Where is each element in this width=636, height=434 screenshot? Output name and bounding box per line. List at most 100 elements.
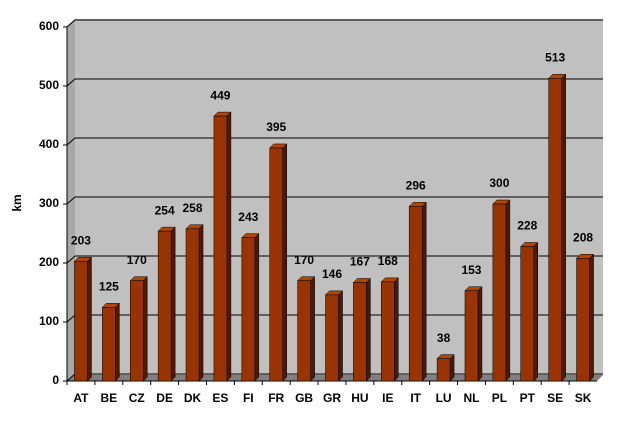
value-label: 208: [573, 230, 593, 244]
bar-face: [213, 115, 228, 382]
x-tick-label: AT: [73, 391, 89, 405]
value-label: 449: [210, 88, 230, 102]
bar: [520, 241, 539, 382]
x-tick-label: SK: [575, 391, 592, 405]
bar: [380, 277, 399, 382]
bar-side: [338, 290, 343, 382]
bar: [408, 201, 427, 382]
bar-side: [589, 253, 594, 382]
bar-side: [142, 276, 148, 382]
bar-face: [297, 280, 311, 382]
bar-face: [325, 294, 339, 382]
bar-side: [477, 286, 483, 382]
value-label: 170: [294, 253, 314, 267]
bar: [324, 290, 344, 382]
value-label: 254: [155, 203, 175, 217]
value-label: 513: [545, 51, 565, 65]
bar: [575, 253, 595, 382]
bar: [213, 111, 232, 382]
bar-side: [310, 276, 315, 382]
bar-face: [74, 260, 88, 382]
grid-line: [66, 19, 603, 28]
grid-line: [66, 255, 603, 264]
value-label: 146: [322, 267, 342, 281]
value-label: 228: [517, 219, 537, 233]
bar: [73, 256, 93, 382]
bar-side: [561, 73, 566, 382]
value-label: 243: [238, 210, 258, 224]
grid-line: [66, 78, 603, 87]
bar: [297, 276, 316, 382]
y-axis-label: km: [10, 194, 24, 211]
bar-face: [408, 206, 423, 382]
bar-face: [381, 281, 395, 382]
bar-side: [533, 241, 539, 382]
value-label: 170: [127, 253, 147, 267]
bar: [101, 302, 120, 382]
x-tick-label: GR: [323, 391, 341, 405]
bar-face: [492, 203, 507, 382]
bar-face: [185, 228, 200, 382]
bar-side: [505, 199, 511, 382]
bar: [185, 224, 204, 382]
bar-face: [436, 358, 451, 382]
bar-face: [102, 307, 116, 382]
bar-side: [254, 233, 260, 382]
bar-face: [157, 230, 172, 382]
x-tick-label: FI: [243, 391, 254, 405]
value-label: 296: [406, 179, 426, 193]
value-label: 300: [489, 176, 509, 190]
y-tick-label: 600: [39, 19, 59, 33]
x-tick-label: PL: [492, 391, 507, 405]
y-tick-label: 0: [52, 373, 59, 387]
bar: [548, 73, 567, 382]
bar: [269, 143, 288, 382]
value-label: 258: [183, 201, 203, 215]
bar-side: [115, 302, 120, 382]
bar-face: [548, 78, 562, 382]
bar-side: [226, 111, 232, 382]
x-tick-label: HU: [351, 391, 368, 405]
bar-side: [87, 256, 92, 382]
bar: [436, 353, 455, 382]
grid-line: [66, 137, 603, 146]
x-tick-label: BE: [101, 391, 118, 405]
x-tick-label: ES: [212, 391, 228, 405]
y-tick-label: 100: [39, 314, 59, 328]
bar: [129, 276, 148, 382]
y-tick-label: 400: [39, 137, 59, 151]
bar-side: [282, 143, 287, 382]
value-label: 38: [437, 331, 451, 345]
y-tick-label: 300: [39, 196, 59, 210]
bar: [157, 226, 176, 382]
value-label: 395: [266, 120, 286, 134]
bar-side: [421, 201, 427, 382]
x-tick-label: IT: [410, 391, 421, 405]
bar-side: [366, 277, 371, 382]
bar-side: [198, 224, 204, 382]
bar-face: [464, 290, 479, 382]
bar-face: [353, 282, 367, 382]
bar-face: [269, 147, 283, 382]
x-tick-label: DE: [156, 391, 173, 405]
bar: [492, 199, 511, 382]
y-tick-label: 500: [39, 78, 59, 92]
x-tick-label: SE: [547, 391, 563, 405]
value-label: 153: [461, 263, 481, 277]
x-tick-label: FR: [268, 391, 284, 405]
bar-face: [241, 237, 256, 382]
y-tick-label: 200: [39, 255, 59, 269]
bar-side: [170, 226, 176, 382]
x-tick-label: NL: [463, 391, 479, 405]
bar: [464, 286, 483, 382]
grid-line: [66, 196, 603, 205]
x-tick-label: DK: [184, 391, 202, 405]
bar-face: [129, 280, 144, 382]
bar-face: [576, 258, 590, 382]
x-tick-label: LU: [436, 391, 452, 405]
bar: [352, 277, 371, 382]
value-label: 167: [350, 255, 370, 269]
x-tick-label: GB: [295, 391, 313, 405]
value-label: 203: [71, 233, 91, 247]
